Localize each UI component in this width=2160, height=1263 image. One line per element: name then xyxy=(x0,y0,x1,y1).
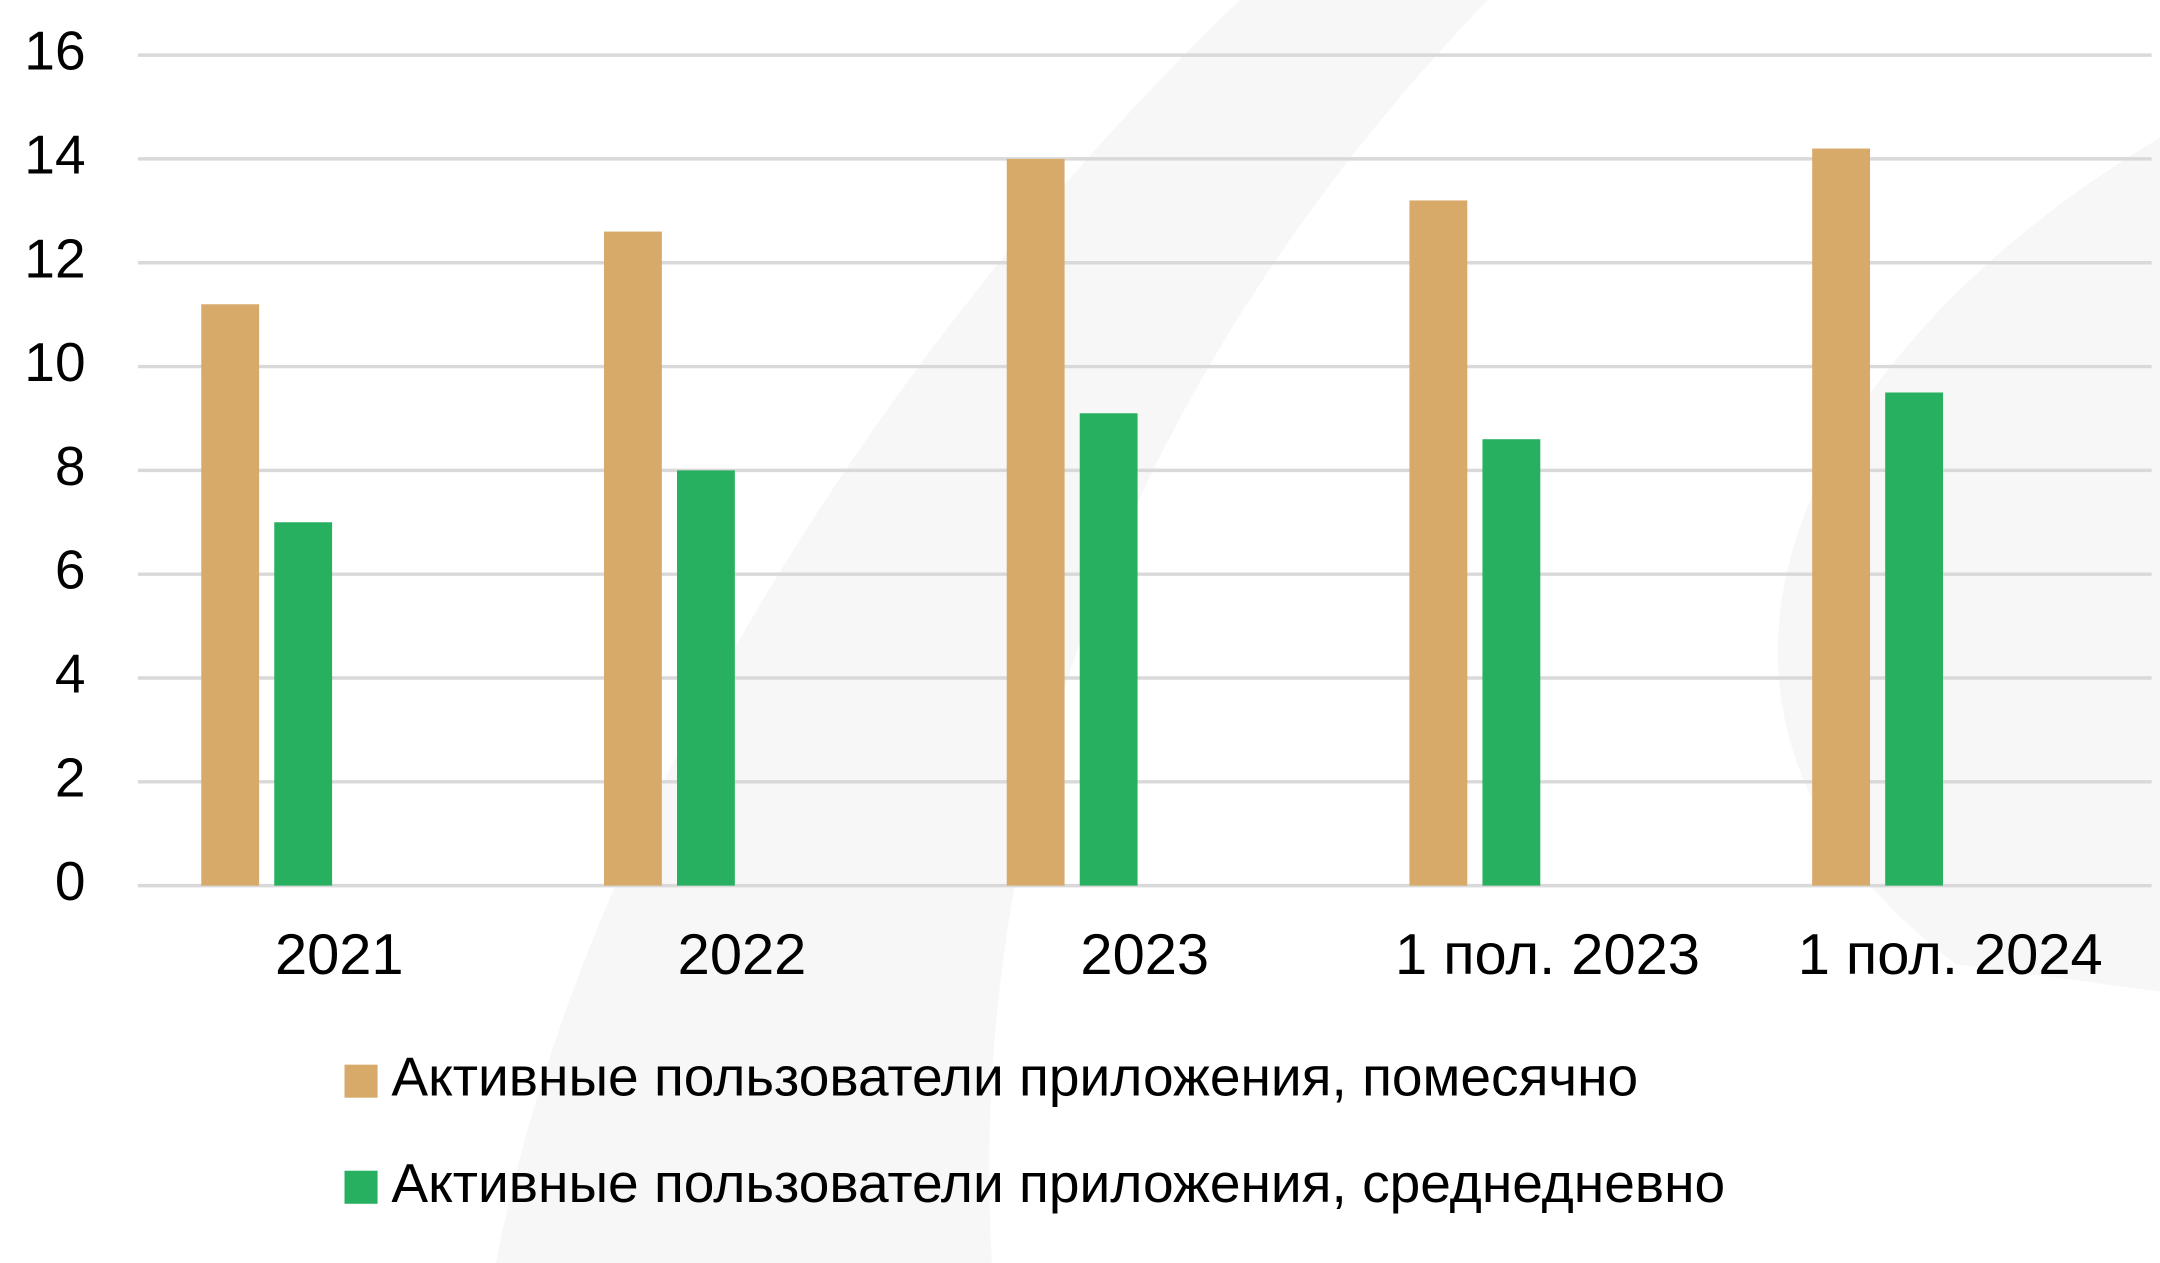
legend-label: Активные пользователи приложения, помеся… xyxy=(391,1046,1638,1108)
bar xyxy=(1482,439,1541,886)
y-tick-label: 16 xyxy=(24,20,85,82)
y-tick-label: 0 xyxy=(55,850,86,912)
x-tick-label: 2023 xyxy=(1080,923,1209,987)
bar xyxy=(1812,148,1871,886)
bar xyxy=(1079,413,1138,886)
legend-swatch xyxy=(344,1064,378,1098)
background-decoration xyxy=(1777,137,2160,992)
y-tick-label: 4 xyxy=(55,643,86,705)
x-tick-label: 1 пол. 2023 xyxy=(1395,923,1700,987)
y-tick-label: 8 xyxy=(55,435,86,497)
bar xyxy=(603,231,662,886)
y-tick-label: 10 xyxy=(24,331,85,393)
y-tick-label: 2 xyxy=(55,746,86,808)
bar xyxy=(676,470,735,886)
legend-label: Активные пользователи приложения, средне… xyxy=(391,1152,1725,1214)
x-tick-label: 2022 xyxy=(678,923,807,987)
legend-swatch xyxy=(344,1170,378,1204)
bar xyxy=(274,522,333,886)
x-tick-label: 2021 xyxy=(275,923,404,987)
bar xyxy=(1006,158,1065,886)
y-tick-label: 6 xyxy=(55,539,86,601)
x-tick-label: 1 пол. 2024 xyxy=(1798,923,2103,987)
bar xyxy=(1885,392,1944,886)
background-decoration xyxy=(496,0,1488,1263)
bar xyxy=(1409,200,1468,886)
y-tick-label: 12 xyxy=(24,227,85,289)
y-tick-label: 14 xyxy=(24,123,85,185)
bar xyxy=(201,304,260,886)
